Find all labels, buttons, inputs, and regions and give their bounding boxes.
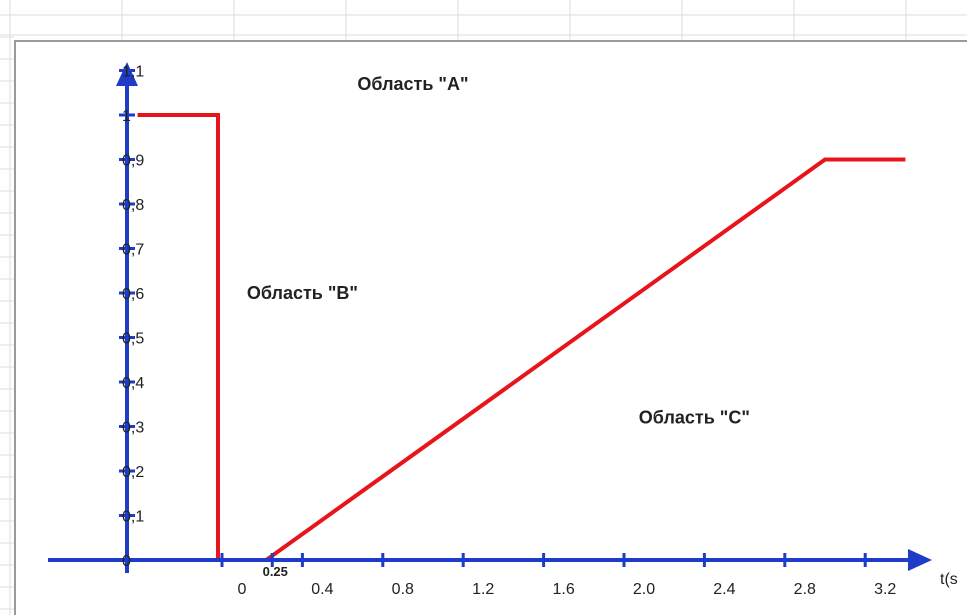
x-tick-label: 1.2: [472, 581, 494, 598]
region-label-0: Область "A": [357, 74, 468, 94]
y-tick-label: 0,5: [122, 331, 144, 348]
y-tick-label: 0,3: [122, 420, 144, 437]
x-axis-arrow-icon: [908, 549, 932, 571]
y-tick-label: 0,9: [122, 153, 144, 170]
axes-layer: [48, 62, 932, 573]
y-tick-label: 0,1: [122, 509, 144, 526]
x-tick-label-extra: 0.25: [263, 564, 288, 579]
y-tick-label: 0,6: [122, 286, 144, 303]
ticks-layer: 0 0.4 0.8 1.2 1.6 2.0 2.4 2.8 3.2 0.25 0 0,1 0,2 0,3 0…: [119, 64, 896, 598]
y-tick-label: 0: [122, 553, 131, 570]
x-tick-label: 0.8: [392, 581, 414, 598]
x-tick-label: 2.0: [633, 581, 655, 598]
y-tick-label: 0,7: [122, 242, 144, 259]
y-tick-label: 1: [122, 108, 131, 125]
y-tick-label: 0,2: [122, 464, 144, 481]
series-layer: [137, 113, 906, 562]
region-annotations: Область "A" Область "B" Область "C": [247, 74, 750, 428]
region-label-1: Область "B": [247, 283, 358, 303]
x-tick-label: 2.4: [713, 581, 735, 598]
x-tick-label: 3.2: [874, 581, 896, 598]
y-axis-arrow-icon: [116, 62, 138, 86]
x-tick-label: 0: [238, 581, 247, 598]
x-tick-label: 0.4: [311, 581, 333, 598]
y-tick-label: 0,4: [122, 375, 144, 392]
chart-frame: [14, 40, 967, 615]
y-tick-label: 1,1: [122, 64, 144, 81]
series-line-0: [137, 113, 906, 562]
region-label-2: Область "C": [639, 408, 750, 428]
y-tick-label: 0,8: [122, 197, 144, 214]
x-axis-title: t(s: [940, 571, 958, 588]
x-tick-label: 2.8: [794, 581, 816, 598]
x-tick-label: 1.6: [552, 581, 574, 598]
